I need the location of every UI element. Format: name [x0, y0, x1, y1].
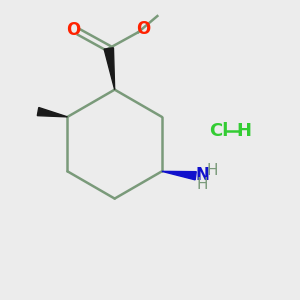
Text: H: H — [196, 177, 208, 192]
Polygon shape — [37, 107, 68, 117]
Text: Cl: Cl — [209, 122, 229, 140]
Text: O: O — [66, 21, 80, 39]
Text: O: O — [136, 20, 151, 38]
Polygon shape — [104, 48, 115, 90]
Text: H: H — [237, 122, 252, 140]
Text: N: N — [195, 166, 209, 184]
Text: H: H — [207, 163, 218, 178]
Polygon shape — [162, 171, 196, 180]
